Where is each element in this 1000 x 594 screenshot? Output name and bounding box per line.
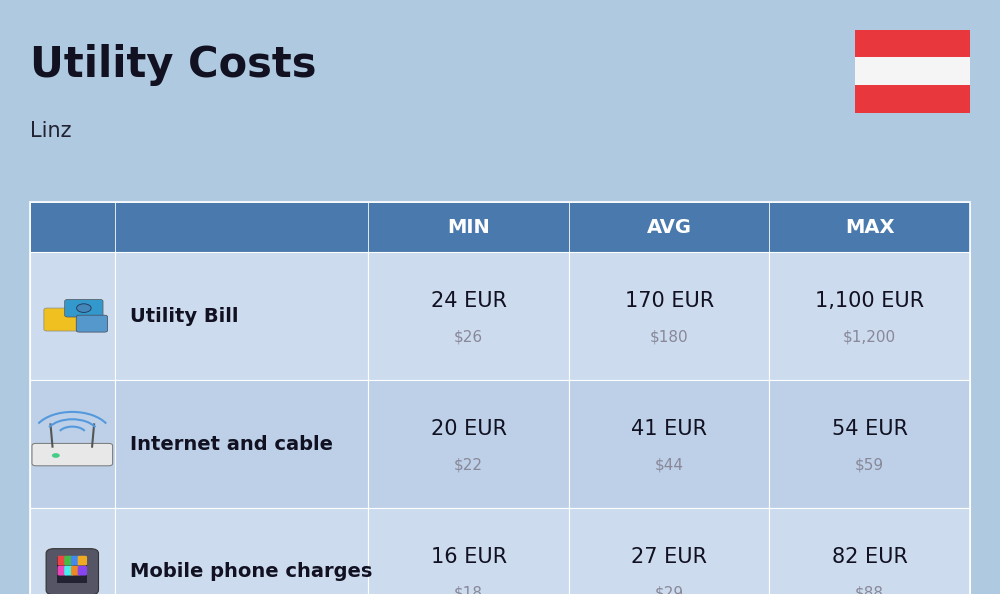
Bar [769, 380, 970, 508]
Text: 82 EUR: 82 EUR [832, 547, 908, 567]
Text: MAX: MAX [845, 218, 894, 236]
Circle shape [77, 304, 91, 312]
Bar [368, 252, 569, 380]
FancyBboxPatch shape [64, 556, 74, 565]
Text: 54 EUR: 54 EUR [832, 419, 908, 439]
Bar [115, 508, 368, 594]
Text: 24 EUR: 24 EUR [431, 292, 507, 311]
Bar [30, 508, 115, 594]
Text: 27 EUR: 27 EUR [631, 547, 707, 567]
Bar [368, 508, 569, 594]
Text: $26: $26 [454, 330, 483, 345]
FancyBboxPatch shape [78, 556, 87, 565]
Bar [569, 508, 769, 594]
Text: $180: $180 [650, 330, 689, 345]
Text: 1,100 EUR: 1,100 EUR [815, 292, 924, 311]
Text: 16 EUR: 16 EUR [431, 547, 507, 567]
FancyBboxPatch shape [71, 565, 80, 576]
Bar [30, 202, 970, 594]
Text: MIN: MIN [447, 218, 490, 236]
Text: $1,200: $1,200 [843, 330, 896, 345]
FancyBboxPatch shape [65, 299, 103, 317]
Bar [115, 252, 368, 380]
Text: Utility Costs: Utility Costs [30, 45, 316, 86]
Circle shape [52, 453, 60, 458]
Bar [855, 85, 970, 113]
Text: AVG: AVG [647, 218, 692, 236]
FancyBboxPatch shape [64, 565, 74, 576]
Text: $59: $59 [855, 457, 884, 472]
Text: $22: $22 [454, 457, 483, 472]
Bar [569, 202, 769, 252]
Bar [30, 380, 115, 508]
Bar [30, 202, 115, 252]
Text: 41 EUR: 41 EUR [631, 419, 707, 439]
Bar [30, 252, 115, 380]
Text: $29: $29 [655, 585, 684, 594]
FancyBboxPatch shape [58, 565, 67, 576]
Bar [569, 252, 769, 380]
Text: $44: $44 [655, 457, 684, 472]
FancyBboxPatch shape [46, 549, 98, 594]
Text: Utility Bill: Utility Bill [130, 307, 238, 326]
Text: $88: $88 [855, 585, 884, 594]
Text: 20 EUR: 20 EUR [431, 419, 507, 439]
Bar [769, 252, 970, 380]
Text: Linz: Linz [30, 121, 72, 141]
FancyBboxPatch shape [76, 315, 108, 332]
Text: Mobile phone charges: Mobile phone charges [130, 563, 372, 581]
FancyBboxPatch shape [58, 556, 67, 565]
Bar [769, 508, 970, 594]
FancyBboxPatch shape [78, 565, 87, 576]
FancyBboxPatch shape [71, 556, 80, 565]
Text: Internet and cable: Internet and cable [130, 435, 333, 453]
Bar [769, 202, 970, 252]
FancyBboxPatch shape [32, 443, 113, 466]
Bar [115, 380, 368, 508]
Bar [855, 30, 970, 58]
Bar [368, 202, 569, 252]
Text: 170 EUR: 170 EUR [625, 292, 714, 311]
Bar [855, 58, 970, 85]
FancyBboxPatch shape [44, 308, 91, 331]
Bar [57, 557, 87, 583]
Text: $18: $18 [454, 585, 483, 594]
Bar [368, 380, 569, 508]
Bar [569, 380, 769, 508]
Bar [115, 202, 368, 252]
